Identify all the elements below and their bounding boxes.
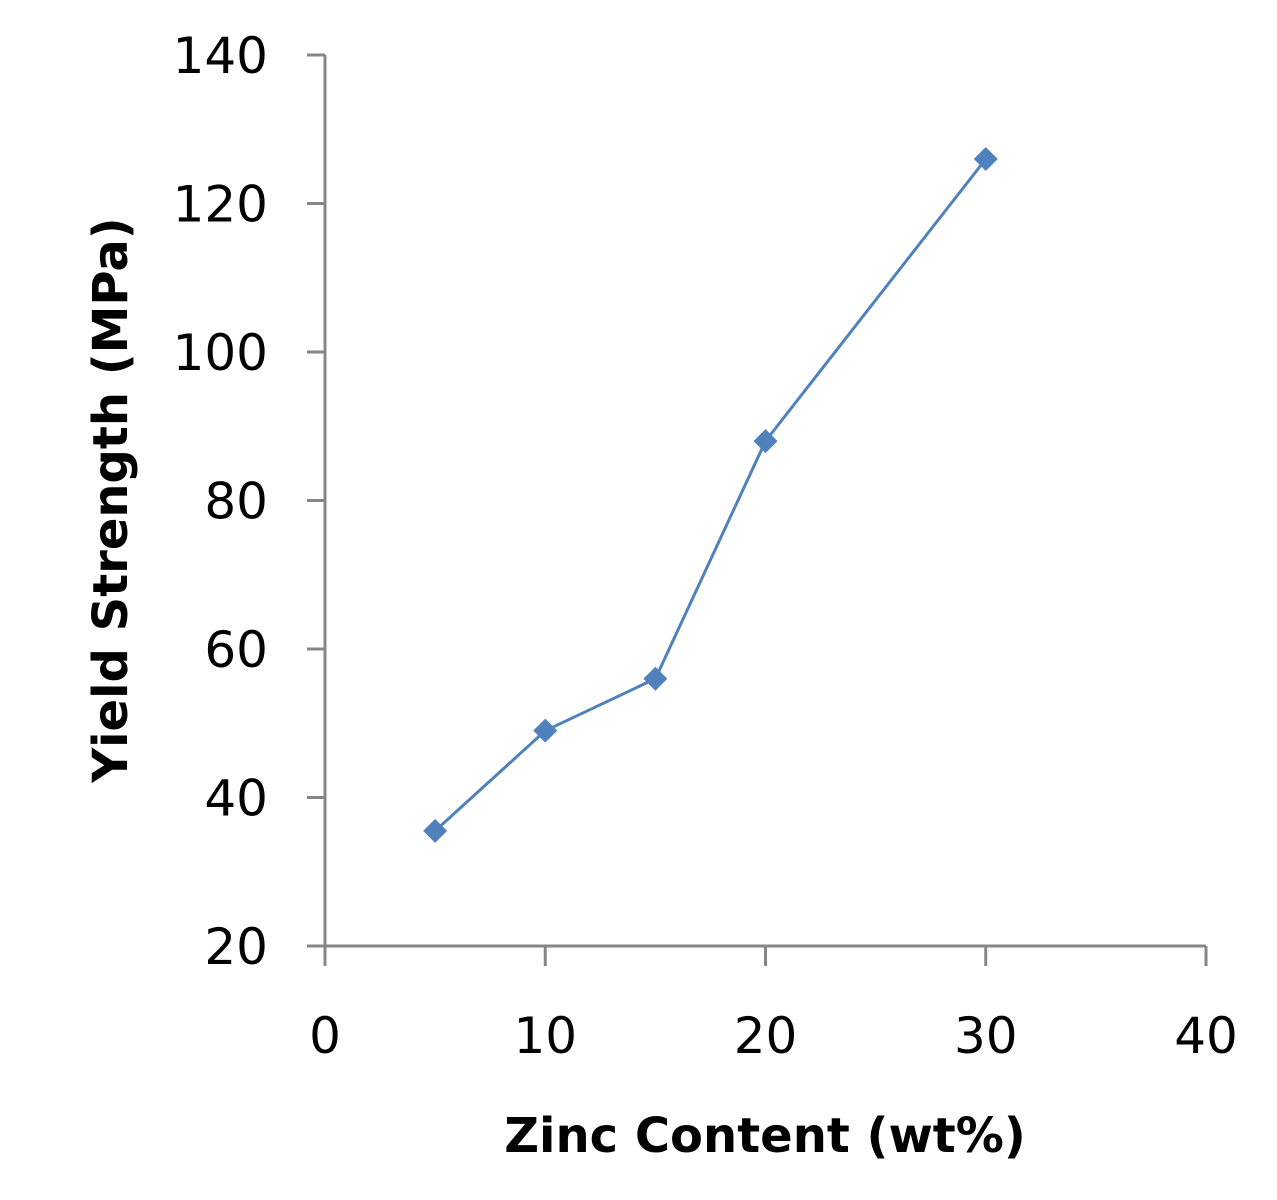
data-point-marker: [973, 146, 998, 171]
data-point-marker: [753, 429, 778, 454]
y-tick-label: 60: [204, 621, 268, 679]
y-axis-title: Yield Strength (MPa): [83, 217, 139, 783]
y-tick-label: 20: [204, 918, 268, 976]
x-tick-label: 20: [734, 1007, 798, 1065]
x-tick-label: 40: [1174, 1007, 1238, 1065]
series-line: [434, 158, 987, 833]
y-tick-label: 140: [173, 27, 268, 85]
plot-area: [423, 146, 998, 843]
data-point-marker: [533, 718, 558, 743]
y-tick-label: 40: [204, 770, 268, 828]
x-tick-label: 10: [513, 1007, 577, 1065]
axes: 20 40 60 80 100 120 140 0 10 20 30 40: [173, 27, 1238, 1065]
x-tick-label: 0: [309, 1007, 341, 1065]
data-point-marker: [643, 666, 668, 691]
y-ticks: 20 40 60 80 100 120 140: [173, 27, 325, 976]
y-tick-label: 120: [173, 176, 268, 234]
y-tick-label: 80: [204, 473, 268, 531]
data-point-marker: [423, 818, 448, 843]
x-axis-title: Zinc Content (wt%): [504, 1108, 1026, 1164]
x-ticks: 0 10 20 30 40: [309, 946, 1238, 1065]
x-tick-label: 30: [954, 1007, 1018, 1065]
y-tick-label: 100: [173, 324, 268, 382]
